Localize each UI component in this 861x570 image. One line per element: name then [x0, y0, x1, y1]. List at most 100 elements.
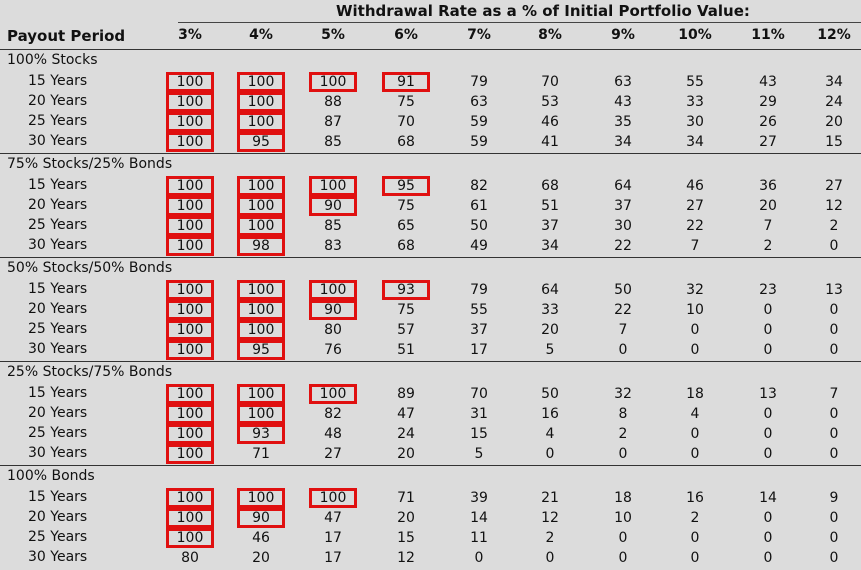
table-cell: 21: [541, 490, 559, 506]
highlighted-cell: 100: [237, 216, 285, 236]
column-header-6: 6%: [394, 27, 418, 43]
highlighted-cell: 100: [309, 488, 357, 508]
highlighted-cell: 100: [237, 384, 285, 404]
table-cell: 16: [541, 406, 559, 422]
table-cell: 43: [759, 74, 777, 90]
column-header-10: 10%: [678, 27, 712, 43]
highlighted-cell: 100: [237, 320, 285, 340]
table-cell: 34: [614, 134, 632, 150]
table-cell: 50: [470, 218, 488, 234]
highlighted-cell: 98: [237, 236, 285, 256]
row-label: 30 Years: [28, 549, 88, 565]
table-cell: 89: [397, 386, 415, 402]
highlighted-cell: 100: [237, 300, 285, 320]
table-cell: 46: [252, 530, 270, 546]
table-cell: 48: [324, 426, 342, 442]
table-cell: 82: [324, 406, 342, 422]
column-header-5: 5%: [321, 27, 345, 43]
table-cell: 0: [545, 446, 555, 462]
table-cell: 27: [324, 446, 342, 462]
section-label: 50% Stocks/50% Bonds: [7, 260, 173, 276]
highlighted-cell: 100: [166, 384, 214, 404]
highlighted-cell: 90: [309, 300, 357, 320]
row-label: 25 Years: [28, 425, 88, 441]
table-cell: 20: [825, 114, 843, 130]
table-cell: 12: [541, 510, 559, 526]
highlighted-cell: 100: [166, 216, 214, 236]
table-cell: 0: [763, 322, 773, 338]
highlighted-cell: 90: [237, 508, 285, 528]
table-cell: 0: [829, 446, 839, 462]
highlighted-cell: 100: [166, 528, 214, 548]
table-cell: 51: [397, 342, 415, 358]
table-cell: 20: [252, 550, 270, 566]
column-header-11: 11%: [751, 27, 785, 43]
highlighted-cell: 100: [166, 92, 214, 112]
table-cell: 0: [690, 530, 700, 546]
table-cell: 7: [618, 322, 628, 338]
table-cell: 20: [397, 510, 415, 526]
table-cell: 33: [686, 94, 704, 110]
table-cell: 4: [690, 406, 700, 422]
table-cell: 0: [829, 510, 839, 526]
table-cell: 0: [690, 426, 700, 442]
table-cell: 10: [614, 510, 632, 526]
table-cell: 15: [397, 530, 415, 546]
table-cell: 63: [470, 94, 488, 110]
table-cell: 20: [541, 322, 559, 338]
table-cell: 34: [825, 74, 843, 90]
table-cell: 85: [324, 134, 342, 150]
table-cell: 75: [397, 198, 415, 214]
table-cell: 30: [686, 114, 704, 130]
table-cell: 0: [829, 426, 839, 442]
highlighted-cell: 93: [237, 424, 285, 444]
table-cell: 14: [759, 490, 777, 506]
table-cell: 7: [763, 218, 773, 234]
table-cell: 55: [686, 74, 704, 90]
table-cell: 79: [470, 74, 488, 90]
highlighted-cell: 100: [237, 72, 285, 92]
table-cell: 46: [541, 114, 559, 130]
payout-period-header: Payout Period: [7, 27, 126, 45]
table-cell: 0: [690, 322, 700, 338]
table-cell: 0: [829, 406, 839, 422]
table-cell: 0: [763, 530, 773, 546]
section-rule: [0, 257, 861, 258]
table-cell: 36: [759, 178, 777, 194]
table-cell: 39: [470, 490, 488, 506]
table-cell: 16: [686, 490, 704, 506]
table-cell: 0: [618, 342, 628, 358]
table-cell: 68: [397, 134, 415, 150]
highlighted-cell: 100: [166, 320, 214, 340]
table-cell: 85: [324, 218, 342, 234]
row-label: 20 Years: [28, 93, 88, 109]
section-rule: [0, 465, 861, 466]
highlighted-cell: 100: [166, 196, 214, 216]
table-cell: 2: [690, 510, 700, 526]
highlighted-cell: 91: [382, 72, 430, 92]
table-cell: 7: [690, 238, 700, 254]
table-cell: 24: [825, 94, 843, 110]
table-cell: 12: [825, 198, 843, 214]
table-cell: 0: [763, 446, 773, 462]
table-cell: 15: [825, 134, 843, 150]
table-cell: 32: [686, 282, 704, 298]
highlighted-cell: 100: [309, 176, 357, 196]
column-header-7: 7%: [467, 27, 491, 43]
table-cell: 71: [252, 446, 270, 462]
table-cell: 12: [397, 550, 415, 566]
table-cell: 32: [614, 386, 632, 402]
table-cell: 22: [686, 218, 704, 234]
highlighted-cell: 100: [237, 404, 285, 424]
table-cell: 27: [825, 178, 843, 194]
highlighted-cell: 100: [237, 176, 285, 196]
table-cell: 34: [686, 134, 704, 150]
table-cell: 0: [618, 550, 628, 566]
table-cell: 11: [470, 530, 488, 546]
table-cell: 64: [614, 178, 632, 194]
section-label: 100% Bonds: [7, 468, 95, 484]
highlighted-cell: 100: [237, 112, 285, 132]
highlighted-cell: 95: [237, 340, 285, 360]
highlighted-cell: 100: [309, 384, 357, 404]
table-cell: 10: [686, 302, 704, 318]
